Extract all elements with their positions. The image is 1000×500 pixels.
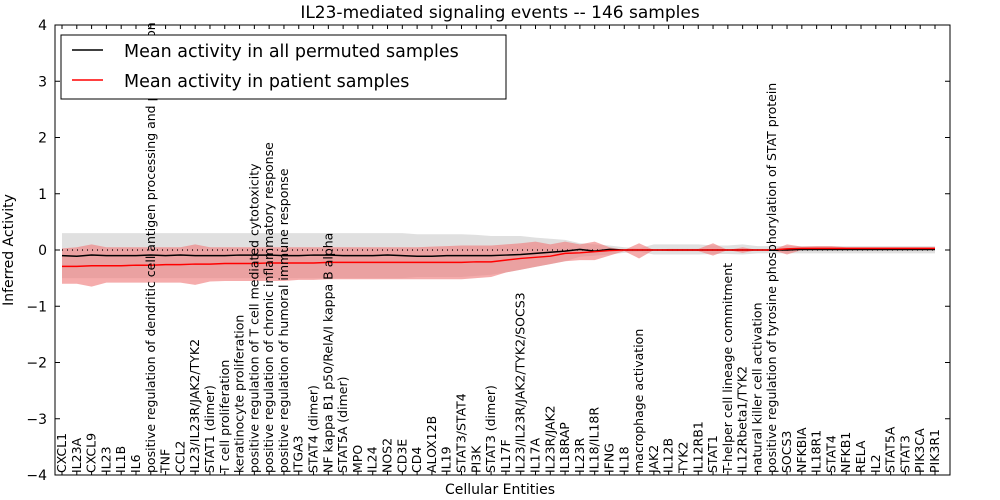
x-tick-label: NOS2	[380, 438, 395, 473]
line-series-0	[61, 248, 935, 257]
x-tick-label: NFKBIA	[794, 427, 809, 473]
x-tick-label: ITGA3	[291, 435, 306, 473]
y-tick-label: −2	[26, 356, 47, 372]
legend-box	[60, 34, 507, 100]
x-tick-label: T-helper cell lineage commitment	[720, 263, 735, 474]
x-tick-label: STAT4 (dimer)	[306, 385, 321, 473]
y-tick-label: −1	[26, 299, 47, 315]
x-tick-label: TNF	[158, 449, 173, 474]
x-tick-label: IL18/IL18R	[587, 407, 602, 473]
x-tick-label: IL17A	[527, 437, 542, 473]
y-tick-label: 2	[38, 131, 47, 147]
x-tick-label: IL23A	[69, 437, 84, 473]
legend-label-permuted: Mean activity in all permuted samples	[124, 42, 459, 62]
x-tick-label: TYK2	[675, 442, 690, 474]
x-tick-label: MPO	[350, 445, 365, 473]
x-tick-label: STAT3/STAT4	[454, 393, 469, 473]
legend-label-patient: Mean activity in patient samples	[124, 72, 409, 92]
x-tick-label: PIK3R1	[927, 429, 942, 473]
x-tick-label: positive regulation of tyrosine phosphor…	[764, 83, 779, 473]
y-tick-label: 3	[38, 74, 47, 90]
x-tick-label: IL18RAP	[557, 422, 572, 473]
y-axis-label: Inferred Activity	[1, 194, 17, 306]
x-tick-label: CD4	[409, 447, 424, 473]
x-tick-label: IL23	[98, 446, 113, 473]
band-series-1	[62, 241, 935, 287]
x-tick-label: ALOX12B	[424, 416, 439, 473]
x-tick-label: IL18	[616, 446, 631, 473]
legend: Mean activity in all permuted samples Me…	[60, 34, 507, 100]
x-tick-label: STAT3	[897, 435, 912, 473]
x-tick-label: CXCL9	[84, 433, 99, 473]
x-tick-label: CD3E	[394, 439, 409, 473]
x-tick-label: STAT5A	[883, 426, 898, 473]
x-tick-label: IL23/IL23R/JAK2/TYK2/SOCS3	[513, 292, 528, 473]
x-tick-label: IFNG	[601, 443, 616, 473]
chart-title: IL23-mediated signaling events -- 146 sa…	[300, 3, 700, 23]
x-tick-label: STAT1	[705, 435, 720, 473]
x-tick-label: IL2	[868, 454, 883, 473]
x-tick-label: STAT5A (dimer)	[335, 377, 350, 473]
y-tick-label: 4	[38, 18, 47, 34]
x-tick-label: positive regulation of dendritic cell an…	[143, 22, 158, 473]
x-tick-label: PI3K	[468, 445, 483, 473]
x-tick-label: NF kappa B1 p50/RelA/I kappa B alpha	[320, 233, 335, 473]
x-tick-label: STAT3 (dimer)	[483, 385, 498, 473]
x-tick-label: positive regulation of T cell mediated c…	[246, 163, 261, 473]
y-tick-label: 0	[38, 243, 47, 259]
x-tick-label: CCL2	[172, 441, 187, 473]
x-tick-label: IL12B	[661, 438, 676, 473]
x-tick-label: IL19	[439, 446, 454, 473]
x-axis-label: Cellular Entities	[445, 482, 555, 498]
x-tick-label: keratinocyte proliferation	[232, 315, 247, 473]
x-tick-label: macrophage activation	[631, 329, 646, 473]
x-tick-label: IL17F	[498, 439, 513, 473]
x-tick-label: PIK3CA	[912, 428, 927, 473]
x-tick-label: IL6	[128, 454, 143, 473]
y-tick-label: −3	[26, 412, 47, 428]
x-tick-label: CXCL1	[54, 433, 69, 473]
x-tick-label: positive regulation of chronic inflammat…	[261, 142, 276, 473]
x-tick-label: IL1B	[113, 446, 128, 473]
y-tick-label: −4	[26, 468, 47, 484]
x-tick-label: natural killer cell activation	[749, 302, 764, 473]
x-tick-label: IL12Rbeta1/TYK2	[735, 366, 750, 473]
y-tick-label: 1	[38, 187, 47, 203]
x-tick-label: JAK2	[646, 445, 661, 474]
x-tick-label: IL23/IL23R/JAK2/TYK2	[187, 339, 202, 473]
x-tick-label: IL23R/JAK2	[542, 405, 557, 473]
x-tick-label: IL24	[365, 446, 380, 473]
x-tick-label: SOCS3	[779, 431, 794, 473]
x-tick-label: IL18R1	[809, 430, 824, 473]
x-tick-label: T cell proliferation	[217, 360, 232, 474]
x-tick-label: positive regulation of humoral immune re…	[276, 168, 291, 473]
x-tick-label: STAT1 (dimer)	[202, 385, 217, 473]
x-tick-label: STAT4	[823, 435, 838, 473]
x-tick-label: IL23R	[572, 437, 587, 473]
x-tick-label: RELA	[853, 440, 868, 473]
x-tick-label: IL12RB1	[690, 421, 705, 473]
x-tick-label: NFKB1	[838, 432, 853, 473]
line-series-1	[62, 247, 935, 268]
